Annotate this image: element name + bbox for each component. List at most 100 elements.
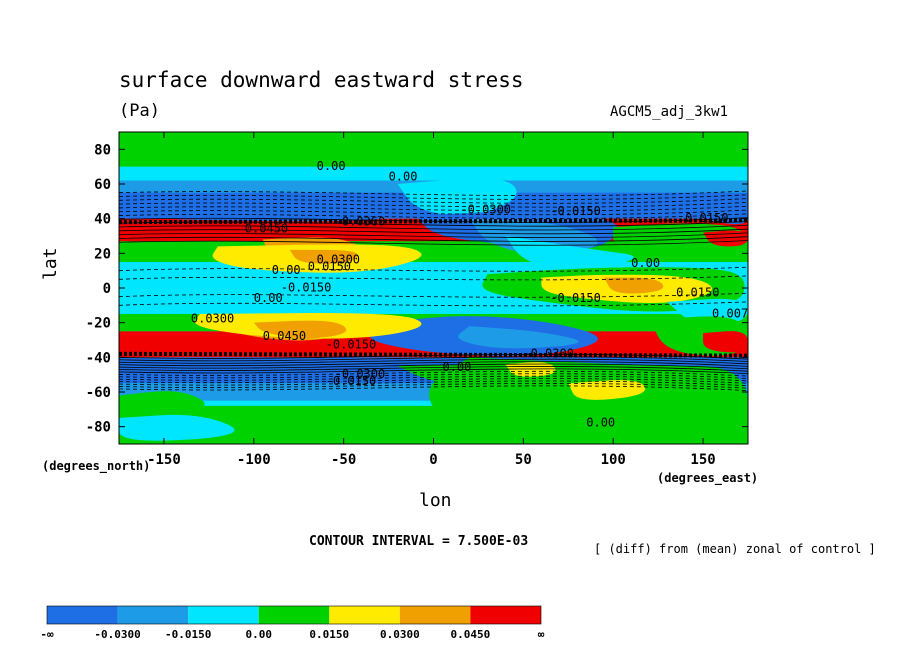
contour-line <box>119 356 748 362</box>
contour-line <box>119 301 748 307</box>
colorbar-swatch <box>188 606 259 624</box>
contour-line <box>119 209 748 216</box>
colorbar-label: 0.0300 <box>380 628 420 641</box>
contour-line <box>119 370 748 377</box>
contour-line <box>119 361 748 367</box>
contour-line <box>119 366 748 372</box>
contour-label: 0.0300 <box>191 312 234 326</box>
colorbar-label: ∞ <box>538 628 545 641</box>
colorbar-label: 0.0450 <box>451 628 491 641</box>
contour-label: 0.00 <box>631 256 660 270</box>
colorbar-label: -0.0300 <box>94 628 140 641</box>
contour-line <box>119 266 748 272</box>
contour-line <box>119 385 748 392</box>
contour-line <box>119 224 748 231</box>
contour-region <box>119 391 205 415</box>
contour-label: 0.0300 <box>317 253 360 267</box>
contour-label: 0.00 <box>317 159 346 173</box>
x-axis-label: lon <box>419 490 452 511</box>
contour-line <box>119 375 748 382</box>
contour-label: 0.0150 <box>685 211 728 225</box>
colorbar-label: 0.00 <box>245 628 272 641</box>
y-tick-label: 80 <box>94 142 111 158</box>
contour-line <box>119 358 748 365</box>
contour-label: 0.00 <box>442 360 471 374</box>
contour-region <box>289 249 358 264</box>
y-tick-label: -40 <box>86 350 111 366</box>
contour-label: 0.00 <box>586 416 615 430</box>
contour-label: 0.0450 <box>245 222 288 236</box>
axes: 80 60 40 20 0 -20 -40 -60 -80 -150 -100 -50 0 50 100 15… <box>86 131 749 468</box>
chart-units: (Pa) <box>119 101 160 121</box>
colorbar-label: -∞ <box>40 628 54 641</box>
filled-contours <box>119 132 748 444</box>
contour-label: -0.0360 <box>335 215 386 229</box>
y-tick-label: -20 <box>86 316 111 332</box>
dataset-name: AGCM5_adj_3kw1 <box>610 104 729 120</box>
contour-label: -0.0150 <box>281 280 332 294</box>
contour-line <box>119 190 748 197</box>
x-tick-label: -100 <box>237 452 271 468</box>
contour-region <box>568 380 646 400</box>
y-tick-label: 60 <box>94 177 111 193</box>
contour-line <box>119 228 748 235</box>
y-tick-label: -80 <box>86 420 111 436</box>
chart-title: surface downward eastward stress <box>119 68 524 92</box>
contour-region <box>119 414 235 441</box>
contour-label: 0.00 <box>389 170 418 184</box>
x-tick-label: 150 <box>690 452 715 468</box>
contour-label: -0.0150 <box>326 338 377 352</box>
contour-line <box>119 383 748 389</box>
y-tick-label: -60 <box>86 385 111 401</box>
contour-label: 0.0450 <box>263 329 306 343</box>
colorbar-swatch <box>470 606 541 624</box>
colorbar-swatch <box>329 606 400 624</box>
colorbar-frame <box>46 605 542 625</box>
y-tick-label: 20 <box>94 246 111 262</box>
contour-label: 0.00 <box>272 263 301 277</box>
contour-region <box>253 320 347 339</box>
contour-label: 0.0150 <box>308 260 351 274</box>
contour-label: 0.0150 <box>676 286 719 300</box>
x-tick-label: 100 <box>601 452 626 468</box>
contour-line <box>119 368 748 375</box>
contour-label: -0.0300 <box>460 202 511 216</box>
contour-line <box>119 194 748 200</box>
diff-note: [ (diff) from (mean) zonal of control ] <box>594 542 876 556</box>
contour-line <box>119 380 748 387</box>
contour-line <box>119 198 748 204</box>
contour-label: -0.0300 <box>523 346 574 360</box>
contour-line <box>119 232 748 239</box>
contour-label: -0.0150 <box>550 291 601 305</box>
contour-label: 0.00 <box>254 291 283 305</box>
colorbar-swatch <box>47 606 118 624</box>
contour-line <box>119 292 748 298</box>
y-tick-label: 40 <box>94 212 111 228</box>
contour-label: -0.0150 <box>326 374 377 388</box>
contour-line <box>119 236 748 242</box>
contour-region <box>703 331 748 353</box>
x-axis-units: (degrees_east) <box>657 471 759 485</box>
colorbar-swatch <box>399 606 471 624</box>
x-tick-label: 50 <box>515 452 532 468</box>
contour-region <box>458 326 579 349</box>
contour-lines <box>119 190 748 392</box>
contour-region <box>505 236 634 271</box>
colorbar-swatch <box>258 606 330 624</box>
y-tick-label: 0 <box>103 281 111 297</box>
contour-region <box>119 204 380 222</box>
contour-labels: 0.000.00-0.0300 -0.0150-0.03600.04500.015… <box>191 159 748 430</box>
contour-label: 0.007 <box>712 306 748 320</box>
colorbar-label: 0.0150 <box>309 628 349 641</box>
contour-line <box>119 205 748 212</box>
contour-line <box>119 275 748 281</box>
plot-area <box>119 132 748 444</box>
colorbar-label: -0.0150 <box>165 628 211 641</box>
contour-line <box>119 378 748 384</box>
contour-region <box>604 277 664 294</box>
x-tick-label: -50 <box>331 452 356 468</box>
contour-line <box>119 201 748 208</box>
contour-label: -0.0300 <box>335 367 386 381</box>
y-axis-units: (degrees_north) <box>42 459 151 473</box>
